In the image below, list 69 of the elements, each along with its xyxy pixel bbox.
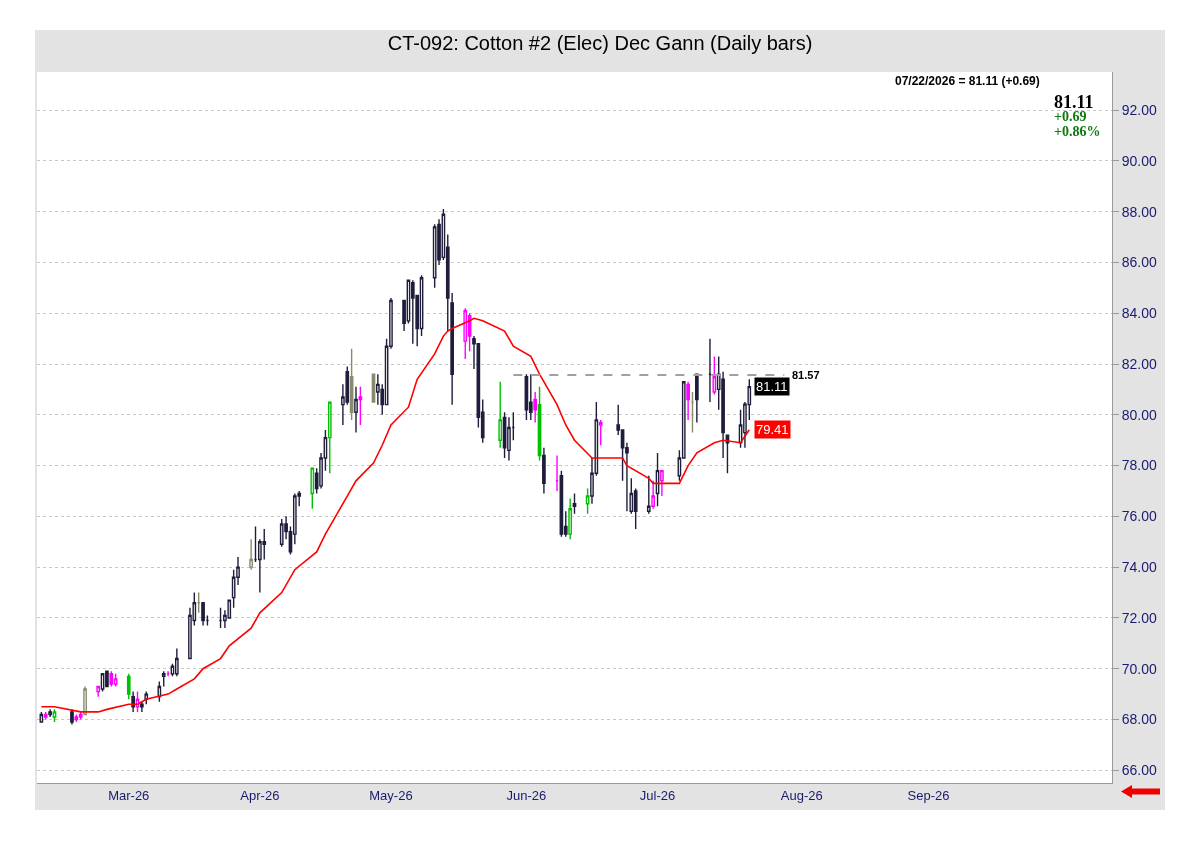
candlestick — [43, 711, 48, 721]
annotation: 81.11 — [1054, 92, 1094, 112]
candlestick — [568, 497, 572, 540]
y-tick-label: 68.00 — [1121, 711, 1158, 728]
annotation: 81.57 — [792, 369, 820, 381]
candlestick — [690, 391, 695, 434]
candlestick — [74, 713, 79, 723]
y-tick-label: 88.00 — [1121, 203, 1158, 220]
y-tick-label: 74.00 — [1121, 559, 1158, 576]
candlestick — [708, 337, 712, 403]
y-tick-label: 80.00 — [1121, 406, 1158, 423]
candlestick — [113, 673, 118, 688]
candlestick — [48, 708, 52, 718]
candlestick — [105, 670, 109, 688]
y-tick-label: 82.00 — [1121, 355, 1158, 372]
candlestick — [410, 279, 415, 345]
candlestick — [349, 348, 354, 421]
candlestick — [646, 475, 651, 515]
candlestick — [327, 401, 332, 474]
candlestick — [196, 591, 201, 614]
y-tick-label: 86.00 — [1121, 254, 1158, 271]
annotation: +0.86% — [1054, 124, 1101, 139]
candlestick — [432, 223, 437, 289]
candlestick — [126, 673, 131, 700]
x-tick-label: Jun-26 — [506, 787, 547, 803]
y-tick-label: 76.00 — [1121, 508, 1158, 525]
candlestick — [174, 647, 179, 678]
candlestick — [70, 708, 74, 726]
candlestick — [695, 373, 699, 424]
candlestick — [572, 492, 577, 515]
annotation: +0.69 — [1054, 109, 1087, 124]
x-tick-label: Sep-26 — [907, 787, 950, 803]
candlestick — [528, 373, 533, 421]
candlestick — [201, 602, 205, 627]
candlestick — [161, 670, 166, 688]
candlestick — [463, 307, 468, 360]
annotation: 07/22/2026 = 81.11 (+0.69) — [895, 74, 1040, 88]
chart-title: CT-092: Cotton #2 (Elec) Dec Gann (Daily bars) — [387, 32, 813, 54]
y-tick-label: 92.00 — [1121, 101, 1158, 118]
x-tick-label: Jul-26 — [639, 787, 676, 803]
candlestick — [555, 454, 559, 492]
candlestick — [725, 434, 730, 474]
candlestick — [542, 447, 546, 495]
candlestick — [354, 386, 358, 434]
annotation: 79.41 — [756, 422, 789, 437]
candlestick — [218, 607, 223, 629]
candlestick — [279, 518, 284, 548]
annotation: 81.11 — [756, 379, 788, 394]
candlestick — [498, 381, 503, 449]
x-tick-label: Mar-26 — [108, 787, 150, 803]
y-tick-label: 72.00 — [1121, 609, 1158, 626]
candlestick — [686, 381, 690, 421]
y-tick-label: 84.00 — [1121, 305, 1158, 322]
candlestick — [651, 480, 656, 510]
candlestick — [249, 538, 253, 571]
candlestick — [310, 467, 315, 510]
candlestick — [507, 416, 511, 462]
y-tick-label: 66.00 — [1121, 762, 1158, 779]
candlestick — [533, 391, 538, 424]
candlestick — [144, 690, 149, 705]
x-tick-label: Apr-26 — [240, 787, 280, 803]
candlestick — [52, 708, 57, 723]
y-tick-label: 90.00 — [1121, 152, 1158, 169]
x-tick-label: Aug-26 — [780, 787, 823, 803]
y-tick-label: 78.00 — [1121, 457, 1158, 474]
candlestick — [109, 670, 114, 688]
y-tick-label: 70.00 — [1121, 660, 1158, 677]
line-series — [40, 317, 751, 713]
x-tick-label: May-26 — [369, 787, 413, 803]
